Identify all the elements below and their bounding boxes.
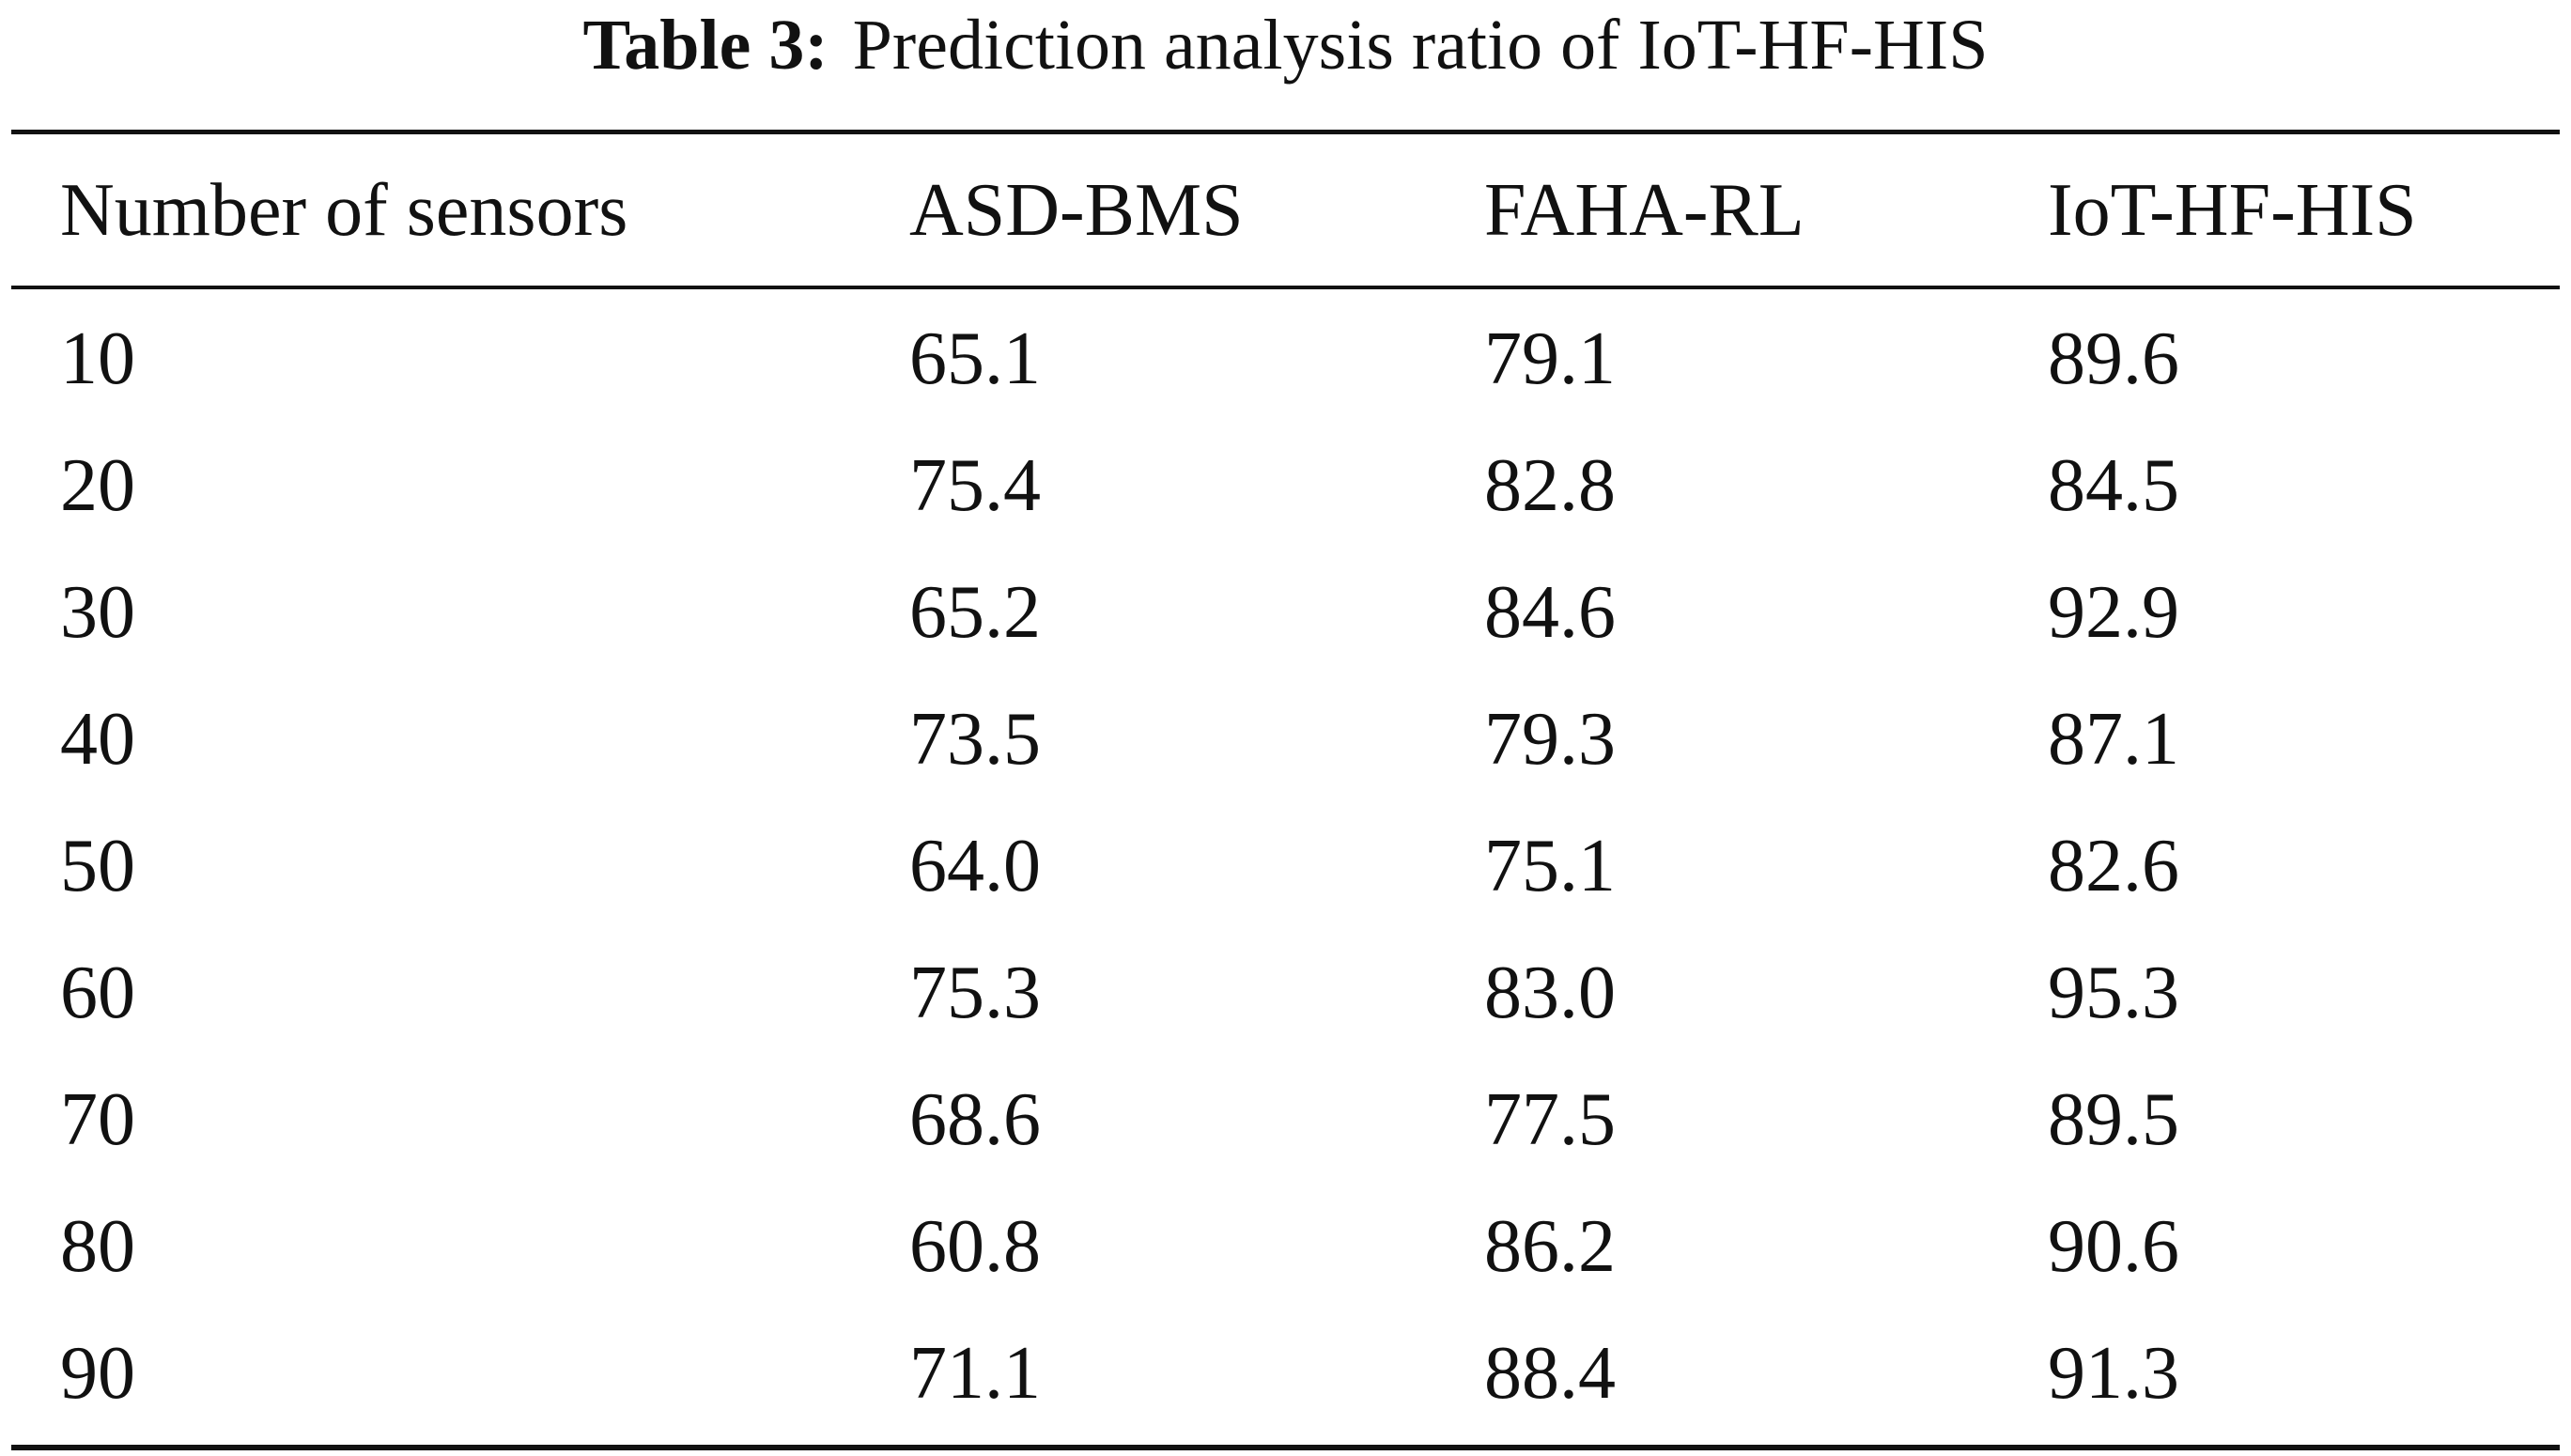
table-cell: 60 [60, 952, 135, 1034]
table-cell: 82.8 [1484, 444, 1616, 527]
header-cell-faha-rl: FAHA-RL [1484, 169, 1804, 252]
table-cell: 20 [60, 444, 135, 527]
table-cell: 82.6 [2048, 825, 2179, 907]
table-header-rule [11, 286, 2560, 289]
table-cell: 91.3 [2048, 1332, 2179, 1415]
table-cell: 86.2 [1484, 1205, 1616, 1288]
table-cell: 90.6 [2048, 1205, 2179, 1288]
table-cell: 79.3 [1484, 698, 1616, 781]
table-cell: 88.4 [1484, 1332, 1616, 1415]
table-cell: 65.1 [909, 318, 1041, 400]
table-cell: 50 [60, 825, 135, 907]
table-cell: 75.3 [909, 952, 1041, 1034]
table-cell: 10 [60, 318, 135, 400]
table-cell: 79.1 [1484, 318, 1616, 400]
table-top-rule [11, 130, 2560, 134]
caption-text: Prediction analysis ratio of IoT-HF-HIS [852, 6, 1989, 85]
table-caption: Table 3: Prediction analysis ratio of IoT… [0, 0, 2571, 94]
table-cell: 83.0 [1484, 952, 1616, 1034]
table-cell: 87.1 [2048, 698, 2179, 781]
header-cell-asd-bms: ASD-BMS [909, 169, 1244, 252]
table-cell: 75.4 [909, 444, 1041, 527]
header-cell-sensors: Number of sensors [60, 169, 628, 252]
table-cell: 64.0 [909, 825, 1041, 907]
table-cell: 65.2 [909, 571, 1041, 654]
table-bottom-rule [11, 1445, 2560, 1450]
table-cell: 90 [60, 1332, 135, 1415]
table-cell: 71.1 [909, 1332, 1041, 1415]
table-cell: 84.5 [2048, 444, 2179, 527]
table-cell: 77.5 [1484, 1078, 1616, 1161]
table-cell: 73.5 [909, 698, 1041, 781]
table-cell: 70 [60, 1078, 135, 1161]
table-cell: 30 [60, 571, 135, 654]
table-cell: 60.8 [909, 1205, 1041, 1288]
caption-label: Table 3: [582, 6, 829, 85]
table-cell: 80 [60, 1205, 135, 1288]
table-cell: 40 [60, 698, 135, 781]
table-cell: 68.6 [909, 1078, 1041, 1161]
table-cell: 95.3 [2048, 952, 2179, 1034]
table-cell: 84.6 [1484, 571, 1616, 654]
header-cell-iot-hf-his: IoT-HF-HIS [2048, 169, 2417, 252]
table-cell: 75.1 [1484, 825, 1616, 907]
table-cell: 89.6 [2048, 318, 2179, 400]
table-cell: 92.9 [2048, 571, 2179, 654]
table-cell: 89.5 [2048, 1078, 2179, 1161]
